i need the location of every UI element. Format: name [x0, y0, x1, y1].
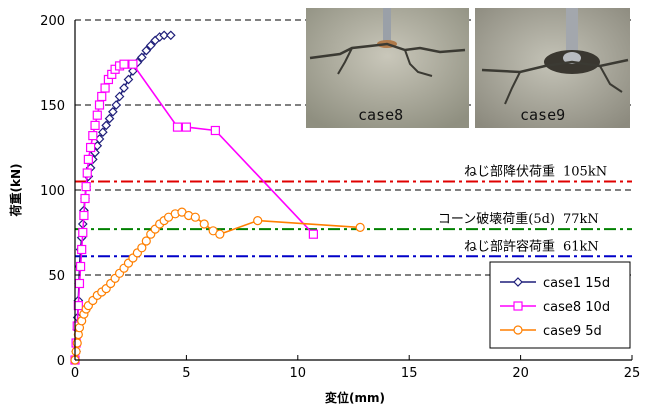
legend-label-0: case1 15d — [543, 276, 610, 291]
photo-caption-case8: case8 — [358, 106, 403, 124]
point-0-20 — [98, 127, 108, 138]
legend-marker-2 — [513, 325, 523, 335]
x-tick-label-3: 15 — [401, 366, 418, 381]
photo-case8: case8 — [306, 8, 469, 128]
point-0-30 — [136, 52, 147, 63]
point-2-33 — [215, 229, 225, 239]
legend-label-1: case8 10d — [543, 300, 610, 315]
point-0-28 — [128, 66, 138, 76]
point-1-9 — [80, 193, 90, 204]
point-0-32 — [145, 40, 156, 51]
point-1-8 — [79, 210, 89, 221]
point-0-27 — [123, 74, 134, 85]
axes: 0 5 10 15 20 25 0 50 100 150 200 — [40, 14, 640, 381]
point-2-31 — [199, 219, 209, 229]
reference-label-2: ねじ部許容荷重 — [464, 238, 555, 254]
point-2-34 — [253, 216, 263, 226]
point-1-3 — [73, 301, 83, 311]
photo-caption-case9: case9 — [520, 106, 565, 124]
reference-value-0: 105kN — [563, 165, 607, 180]
point-1-10 — [81, 182, 91, 192]
point-1-15 — [90, 120, 100, 131]
reference-value-1: 77kN — [563, 212, 599, 227]
point-1-24 — [119, 59, 129, 69]
x-tick-label-1: 5 — [182, 366, 190, 381]
y-axis-title: 荷重(kN) — [8, 164, 23, 218]
y-tick-label-2: 100 — [40, 184, 65, 199]
point-0-36 — [165, 30, 176, 41]
point-2-30 — [190, 212, 200, 222]
point-1-6 — [77, 244, 87, 255]
y-tick-label-1: 50 — [48, 269, 65, 284]
point-1-26 — [172, 122, 183, 132]
point-1-29 — [308, 229, 318, 239]
point-1-25 — [128, 59, 138, 69]
point-1-18 — [97, 91, 107, 102]
point-2-20 — [137, 243, 147, 253]
x-tick-label-5: 25 — [624, 366, 641, 381]
series-2 — [70, 207, 365, 365]
point-1-19 — [100, 83, 110, 93]
reference-label-0: ねじ部降伏荷重 — [464, 164, 555, 180]
point-1-12 — [83, 154, 93, 164]
point-0-24 — [111, 100, 122, 110]
reference-lines: ねじ部降伏荷重 105kN コーン破壊荷重(5d) 77kN ねじ部許容荷重 61kN — [75, 164, 632, 258]
y-tick-label-4: 200 — [40, 14, 65, 29]
point-1-4 — [74, 278, 85, 289]
point-1-28 — [210, 125, 220, 136]
x-axis-title: 変位(mm) — [325, 390, 385, 405]
point-0-23 — [108, 106, 118, 117]
point-0-31 — [141, 45, 152, 56]
legend-label-2: case9 5d — [543, 324, 602, 339]
point-1-5 — [75, 261, 86, 272]
legend-box — [489, 261, 631, 349]
reference-value-2: 61kN — [563, 239, 599, 254]
series — [70, 30, 365, 365]
point-1-17 — [94, 100, 105, 110]
series-line-1 — [74, 63, 314, 361]
point-0-22 — [104, 113, 115, 124]
point-1-11 — [82, 168, 92, 178]
point-2-1 — [71, 346, 81, 357]
y-tick-label-0: 0 — [57, 354, 65, 369]
x-tick-label-0: 0 — [71, 366, 79, 381]
legend: case1 15d case8 10d case9 5d — [489, 261, 631, 349]
legend-marker-0 — [513, 277, 523, 287]
point-2-35 — [355, 222, 365, 232]
point-1-7 — [78, 227, 88, 238]
y-tick-label-3: 150 — [40, 99, 65, 114]
reference-label-1: コーン破壊荷重(5d) — [438, 211, 555, 227]
point-0-25 — [114, 91, 125, 102]
point-1-13 — [85, 142, 96, 153]
point-1-14 — [88, 131, 98, 141]
point-1-16 — [92, 110, 102, 120]
legend-marker-1 — [513, 301, 523, 311]
point-1-27 — [181, 122, 191, 132]
point-0-26 — [119, 83, 129, 93]
point-0-21 — [101, 120, 112, 131]
x-tick-label-2: 10 — [290, 366, 307, 381]
photo-case9: case9 — [475, 8, 630, 128]
series-1 — [70, 59, 318, 365]
point-2-21 — [141, 236, 151, 246]
x-tick-label-4: 20 — [512, 366, 529, 381]
point-0-35 — [159, 30, 169, 41]
